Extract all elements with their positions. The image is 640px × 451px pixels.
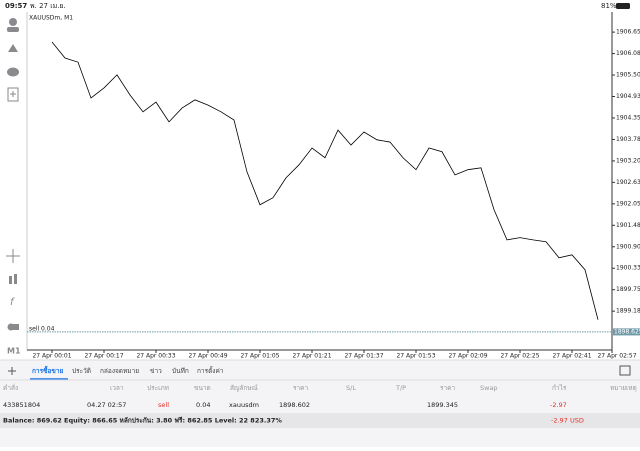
y-tick-label: 1899.180	[616, 308, 640, 315]
column-header: เวลา	[110, 384, 124, 392]
order-price-box	[613, 328, 640, 336]
price-line	[51, 41, 599, 320]
tab[interactable]: กล่องจดหมาย	[100, 367, 139, 375]
cell-type: sell	[158, 401, 169, 409]
plus-sign	[10, 91, 16, 97]
cell-price: 1898.602	[279, 401, 310, 409]
x-tick-label: 27 Apr 02:57	[597, 353, 636, 360]
y-tick-label: 1903.780	[616, 136, 640, 143]
x-tick-label: 27 Apr 01:53	[396, 353, 435, 360]
y-tick-label: 1902.055	[616, 200, 640, 207]
tab-bar: การซื้อขาย ประวัติ กล่องจดหมาย ข่าว บันทึก กา…	[30, 365, 224, 380]
terminal-panel	[0, 360, 640, 447]
new-doc-icon[interactable]	[7, 87, 19, 102]
battery-icon	[616, 3, 630, 9]
crosshair-icon[interactable]	[6, 249, 20, 263]
account-icon[interactable]	[9, 18, 17, 26]
indicator-icon[interactable]: f	[10, 297, 15, 308]
x-tick-label: 27 Apr 00:49	[188, 353, 227, 360]
cell-symbol: xauusdm	[229, 401, 259, 409]
x-tick-label: 27 Apr 02:25	[500, 353, 539, 360]
y-tick-label: 1902.630	[616, 179, 640, 186]
chart-title: XAUUSDm, M1	[29, 15, 73, 22]
column-header: ขนาด	[194, 384, 211, 392]
order-label: sell 0.04	[29, 325, 55, 332]
positions-table: คำสั่ง เวลา ประเภท ขนาด สัญลักษณ์ ราคา S/L T/P ร…	[3, 383, 637, 409]
candles-icon[interactable]	[9, 276, 12, 284]
y-tick-label: 1899.755	[616, 286, 640, 293]
tab[interactable]: บันทึก	[172, 367, 189, 375]
y-tick-label: 1901.480	[616, 222, 640, 229]
account-icon-body	[7, 27, 19, 32]
column-header: ประเภท	[147, 384, 169, 392]
y-tick-label: 1904.930	[616, 93, 640, 100]
y-tick-label: 1905.505	[616, 72, 640, 79]
account-summary: Balance: 869.62 Equity: 866.65 หลักประกั…	[3, 417, 282, 425]
x-tick-label: 27 Apr 00:33	[136, 353, 175, 360]
y-tick-label: 1906.655	[616, 29, 640, 36]
x-tick-label: 27 Apr 00:17	[84, 353, 123, 360]
objects-icon[interactable]	[7, 323, 15, 331]
y-tick-label: 1904.355	[616, 114, 640, 121]
x-tick-label: 27 Apr 01:05	[240, 353, 279, 360]
cell-profit: -2.97	[550, 401, 567, 409]
timeframe-button[interactable]: M1	[7, 347, 21, 356]
column-header: ราคา	[293, 384, 308, 392]
objects-icon-2	[13, 324, 19, 330]
panel-toggle[interactable]	[619, 365, 631, 376]
add-button[interactable]	[8, 367, 16, 375]
column-header: คำสั่ง	[3, 383, 18, 392]
cell-current-price: 1899.345	[427, 401, 458, 409]
currency: USD	[570, 417, 584, 425]
column-header: ราคา	[440, 384, 455, 392]
chat-icon[interactable]	[7, 67, 19, 77]
tab[interactable]: การซื้อขาย	[32, 365, 63, 375]
trade-icon[interactable]	[8, 44, 18, 52]
x-tick-label: 27 Apr 01:37	[344, 353, 383, 360]
status-time: 09:57	[5, 2, 27, 10]
footer-bar	[0, 413, 640, 428]
x-tick-label: 27 Apr 02:41	[552, 353, 591, 360]
status-battery: 81%	[601, 2, 617, 10]
candles-icon-2	[14, 274, 17, 284]
column-header: Swap	[480, 384, 498, 392]
price-chart: 1906.655 1906.080 1905.505 1904.930 1904.355…	[27, 29, 640, 360]
left-toolbar: f	[6, 18, 20, 331]
tab[interactable]: การตั้งค่า	[197, 366, 224, 375]
x-tick-label: 27 Apr 01:21	[292, 353, 331, 360]
x-tick-label: 27 Apr 00:01	[32, 353, 71, 360]
order-price-label: 1898.625	[614, 328, 640, 335]
column-header: S/L	[346, 384, 356, 392]
cell-time: 04.27 02:57	[87, 401, 126, 409]
y-tick-label: 1900.330	[616, 265, 640, 272]
column-header: T/P	[395, 384, 406, 392]
status-date: พ. 27 เม.ย.	[30, 2, 66, 10]
cell-order: 433851804	[3, 401, 40, 409]
column-header: หมายเหตุ	[610, 384, 637, 392]
tab[interactable]: ข่าว	[150, 367, 162, 375]
tab[interactable]: ประวัติ	[72, 367, 91, 375]
y-tick-label: 1906.080	[616, 50, 640, 57]
column-header: กำไร	[552, 384, 567, 392]
x-tick-label: 27 Apr 02:09	[448, 353, 487, 360]
column-header: สัญลักษณ์	[230, 384, 258, 392]
cell-volume: 0.04	[196, 401, 210, 409]
y-tick-label: 1903.205	[616, 157, 640, 164]
y-tick-label: 1900.905	[616, 243, 640, 250]
total-profit: -2.97	[551, 417, 568, 425]
